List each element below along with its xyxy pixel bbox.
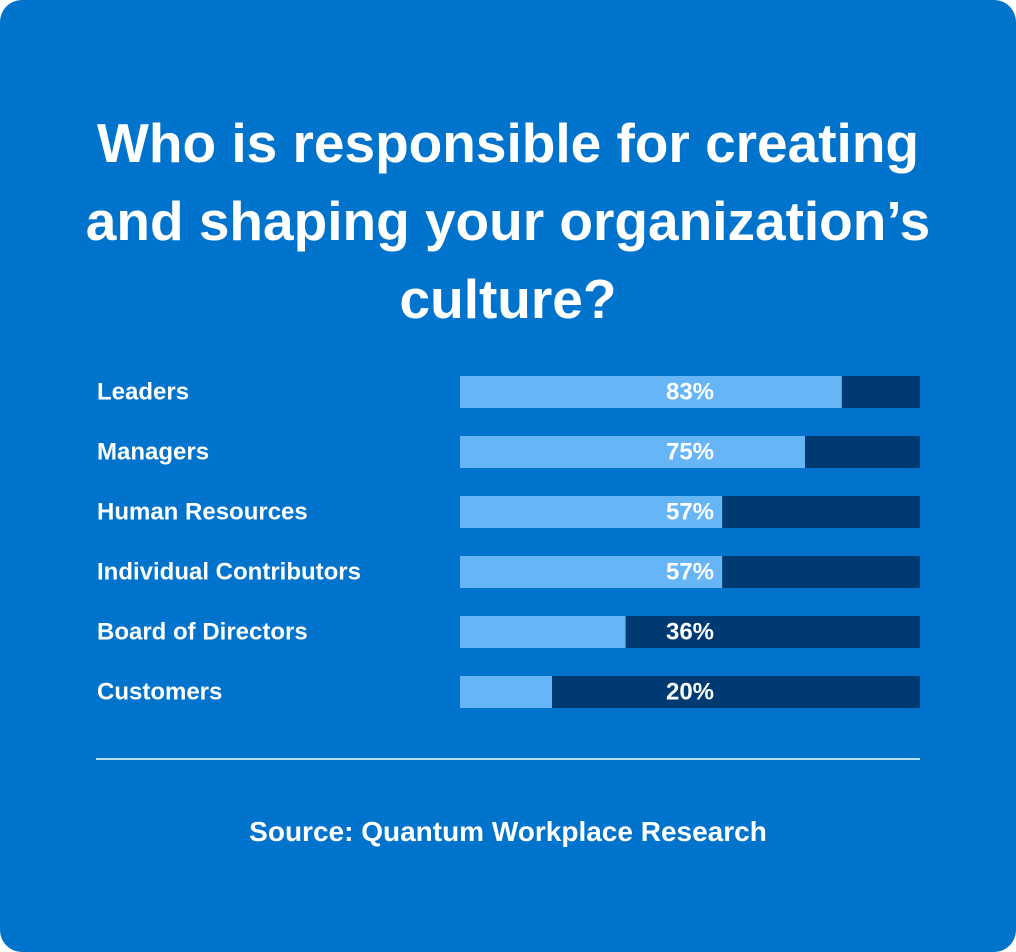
category-label: Human Resources bbox=[97, 499, 308, 526]
value-label: 83% bbox=[666, 379, 714, 406]
category-label: Managers bbox=[97, 439, 209, 466]
value-label: 57% bbox=[666, 559, 714, 586]
source-note: Source: Quantum Workplace Research bbox=[249, 816, 767, 847]
value-label: 57% bbox=[666, 499, 714, 526]
bar bbox=[460, 376, 842, 408]
bar bbox=[460, 556, 723, 588]
divider bbox=[96, 758, 920, 760]
chart-title: Who is responsible for creating and shap… bbox=[85, 112, 931, 330]
value-label: 75% bbox=[666, 439, 714, 466]
category-label: Individual Contributors bbox=[97, 559, 361, 586]
category-label: Leaders bbox=[97, 379, 189, 406]
value-label: 20% bbox=[666, 679, 714, 706]
value-label: 36% bbox=[666, 619, 714, 646]
bar bbox=[460, 676, 552, 708]
bar bbox=[460, 496, 723, 528]
category-label: Customers bbox=[97, 679, 222, 706]
bar bbox=[460, 436, 805, 468]
bar bbox=[460, 616, 626, 648]
category-label: Board of Directors bbox=[97, 619, 308, 646]
